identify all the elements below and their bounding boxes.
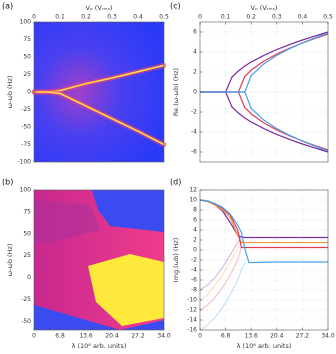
y-axis-label: Img.(ωb) (Hz) (172, 238, 180, 283)
y-tick-label: 6 (193, 217, 197, 224)
y-tick-label: 75 (23, 208, 31, 215)
y-tick-label: 12 (189, 187, 197, 194)
ridge-line (33, 91, 165, 146)
x-tick-label: 27.2 (131, 333, 145, 340)
plot (199, 22, 329, 162)
x-tick-label: 0 (198, 333, 202, 340)
y-tick-label: 100 (20, 187, 32, 194)
line (200, 91, 329, 153)
y-tick-label: 8 (193, 207, 197, 214)
x-tick-label: 0.4 (133, 14, 143, 21)
panel-label: (d) (170, 178, 181, 187)
plot-frame (33, 189, 165, 331)
x-tick-label: 20.4 (270, 333, 284, 340)
x-tick-label: 0.5 (159, 14, 169, 21)
y-axis-label: Re.(ω-ωb) (Hz) (172, 68, 180, 116)
x-tick-label: 0.3 (272, 14, 282, 21)
x-tick-label: 20.4 (105, 333, 119, 340)
line (199, 199, 328, 264)
y-tick-label: 0 (193, 247, 197, 254)
y-tick-label: -4 (191, 129, 197, 136)
y-tick-label: 50 (23, 230, 31, 237)
line (200, 31, 329, 93)
x-tick-label: 0.1 (55, 14, 65, 21)
y-tick-label: -10 (187, 297, 197, 304)
y-tick-label: 50 (23, 54, 31, 61)
y-tick-label: -4 (191, 267, 197, 274)
y-tick-label: 75 (23, 36, 31, 43)
x-tick-label: 6.8 (221, 333, 231, 340)
x-tick-label: 34.0 (157, 333, 171, 340)
y-tick-label: 2 (193, 237, 197, 244)
y-tick-label: -25 (21, 106, 31, 113)
y-tick-label: 25 (23, 252, 31, 259)
y-tick-label: -12 (187, 307, 197, 314)
heatmap-b (34, 190, 164, 330)
line (200, 32, 329, 93)
panel-label: (b) (2, 178, 13, 187)
x-tick-label: 0.5 (323, 14, 333, 21)
x-tick-label: 6.8 (55, 333, 65, 340)
y-tick-label: -6 (191, 277, 197, 284)
x-axis-label: λ (10⁶ arb. units) (72, 342, 127, 350)
x-tick-label: 0.1 (221, 14, 231, 21)
line (200, 91, 329, 152)
y-tick-label: 10 (189, 197, 197, 204)
line (199, 199, 328, 249)
y-axis-label: ω-ωb (Hz) (6, 76, 14, 109)
x-tick-label: 0.2 (246, 14, 256, 21)
y-tick-label: -50 (21, 318, 31, 325)
x-tick-label: 13.6 (245, 333, 259, 340)
x-axis-label: Vₚ (Vᵣₘₛ) (86, 4, 113, 12)
x-tick-label: 0 (32, 14, 36, 21)
y-tick-label: 100 (20, 19, 32, 26)
y-tick-label: 0 (193, 89, 197, 96)
panel-label: (a) (2, 2, 13, 11)
line (199, 242, 242, 301)
line (199, 199, 328, 244)
x-tick-label: 0.3 (107, 14, 117, 21)
panel-label: (c) (170, 2, 181, 11)
x-tick-label: 0.4 (298, 14, 308, 21)
y-tick-label: -100 (17, 159, 31, 166)
line (199, 237, 242, 291)
y-tick-label: -2 (191, 109, 197, 116)
y-tick-label: 0 (27, 274, 31, 281)
y-axis-label: ω-ωb (Hz) (6, 244, 14, 277)
x-tick-label: 0 (32, 333, 36, 340)
x-tick-label: 0 (198, 14, 202, 21)
x-axis-label: Vₚ (Vᵣₘₛ) (251, 4, 278, 12)
y-tick-label: -75 (21, 141, 31, 148)
x-tick-label: 0.2 (81, 14, 91, 21)
plot (31, 62, 167, 147)
x-axis-label: λ (10⁶ arb. units) (237, 342, 292, 350)
x-tick-label: 27.2 (296, 333, 310, 340)
y-tick-label: 0 (27, 89, 31, 96)
y-tick-label: 2 (193, 69, 197, 76)
y-tick-label: -25 (21, 296, 31, 303)
y-tick-label: -8 (191, 287, 197, 294)
y-tick-label: 6 (193, 29, 197, 36)
y-tick-label: -50 (21, 124, 31, 131)
plot (199, 189, 329, 331)
y-tick-label: 4 (193, 227, 197, 234)
y-tick-label: -2 (191, 257, 197, 264)
y-tick-label: -16 (187, 327, 197, 334)
y-tick-label: 25 (23, 71, 31, 78)
x-tick-label: 13.6 (79, 333, 93, 340)
line (199, 247, 242, 311)
line (199, 262, 246, 331)
y-tick-label: -14 (187, 317, 197, 324)
y-tick-label: 4 (193, 49, 197, 56)
y-tick-label: -6 (191, 149, 197, 156)
x-tick-label: 34.0 (321, 333, 335, 340)
